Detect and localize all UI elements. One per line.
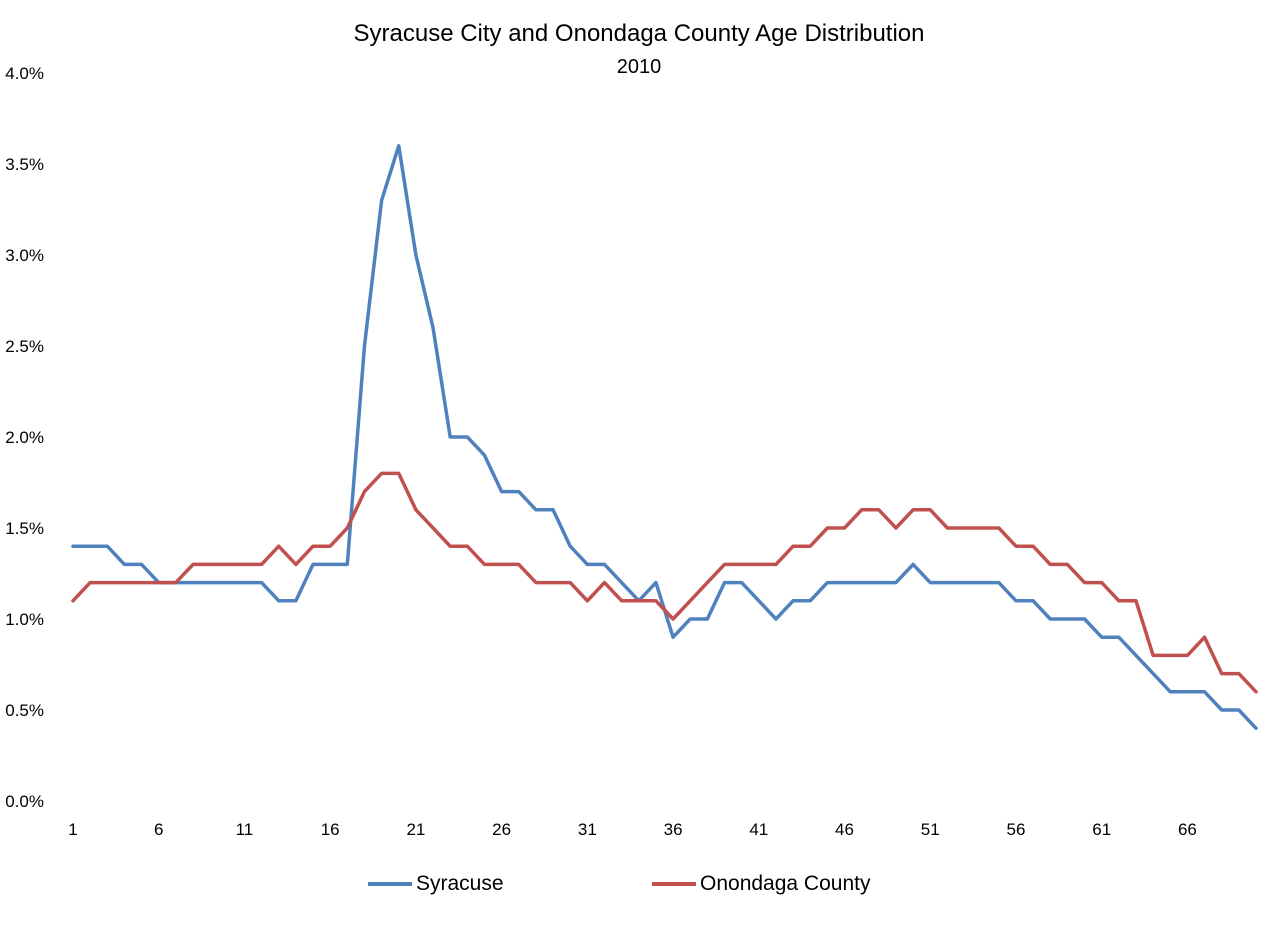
x-tick-label: 16 [321,820,340,839]
x-tick-label: 26 [492,820,511,839]
x-tick-label: 66 [1178,820,1197,839]
legend-item-onondaga-county: Onondaga County [652,872,870,896]
y-tick-label: 1.0% [5,610,44,629]
legend-item-syracuse: Syracuse [368,872,504,896]
legend-swatch-syracuse [368,882,412,886]
y-tick-label: 0.0% [5,792,44,811]
y-tick-label: 1.5% [5,519,44,538]
y-axis-ticks: 0.0% 0.5% 1.0% 1.5% 2.0% 2.5% 3.0% 3.5% 4.0% [5,64,44,811]
series-line-onondaga-county [71,471,1258,694]
legend: Syracuse Onondaga County [0,872,1278,902]
x-tick-label: 61 [1092,820,1111,839]
y-tick-label: 4.0% [5,64,44,83]
y-tick-label: 3.0% [5,246,44,265]
series-lines [71,144,1258,730]
x-tick-label: 31 [578,820,597,839]
legend-label-onondaga-county: Onondaga County [700,872,871,895]
y-tick-label: 2.0% [5,428,44,447]
y-tick-label: 0.5% [5,701,44,720]
x-axis-ticks: 1 6 11 16 21 26 31 36 41 46 51 56 61 66 [68,820,1197,839]
x-tick-label: 1 [68,820,77,839]
chart-title: Syracuse City and Onondaga County Age Di… [353,20,925,47]
x-tick-label: 41 [749,820,768,839]
series-line-syracuse [71,144,1258,730]
y-tick-label: 2.5% [5,337,44,356]
x-tick-label: 21 [406,820,425,839]
y-tick-label: 3.5% [5,155,44,174]
legend-label-syracuse: Syracuse [416,872,504,895]
chart-subtitle: 2010 [616,56,662,78]
x-tick-label: 56 [1007,820,1026,839]
x-tick-label: 11 [236,820,254,839]
x-tick-label: 36 [664,820,683,839]
legend-swatch-onondaga-county [652,882,696,886]
x-tick-label: 51 [921,820,940,839]
x-tick-label: 46 [835,820,854,839]
x-tick-label: 6 [154,820,163,839]
